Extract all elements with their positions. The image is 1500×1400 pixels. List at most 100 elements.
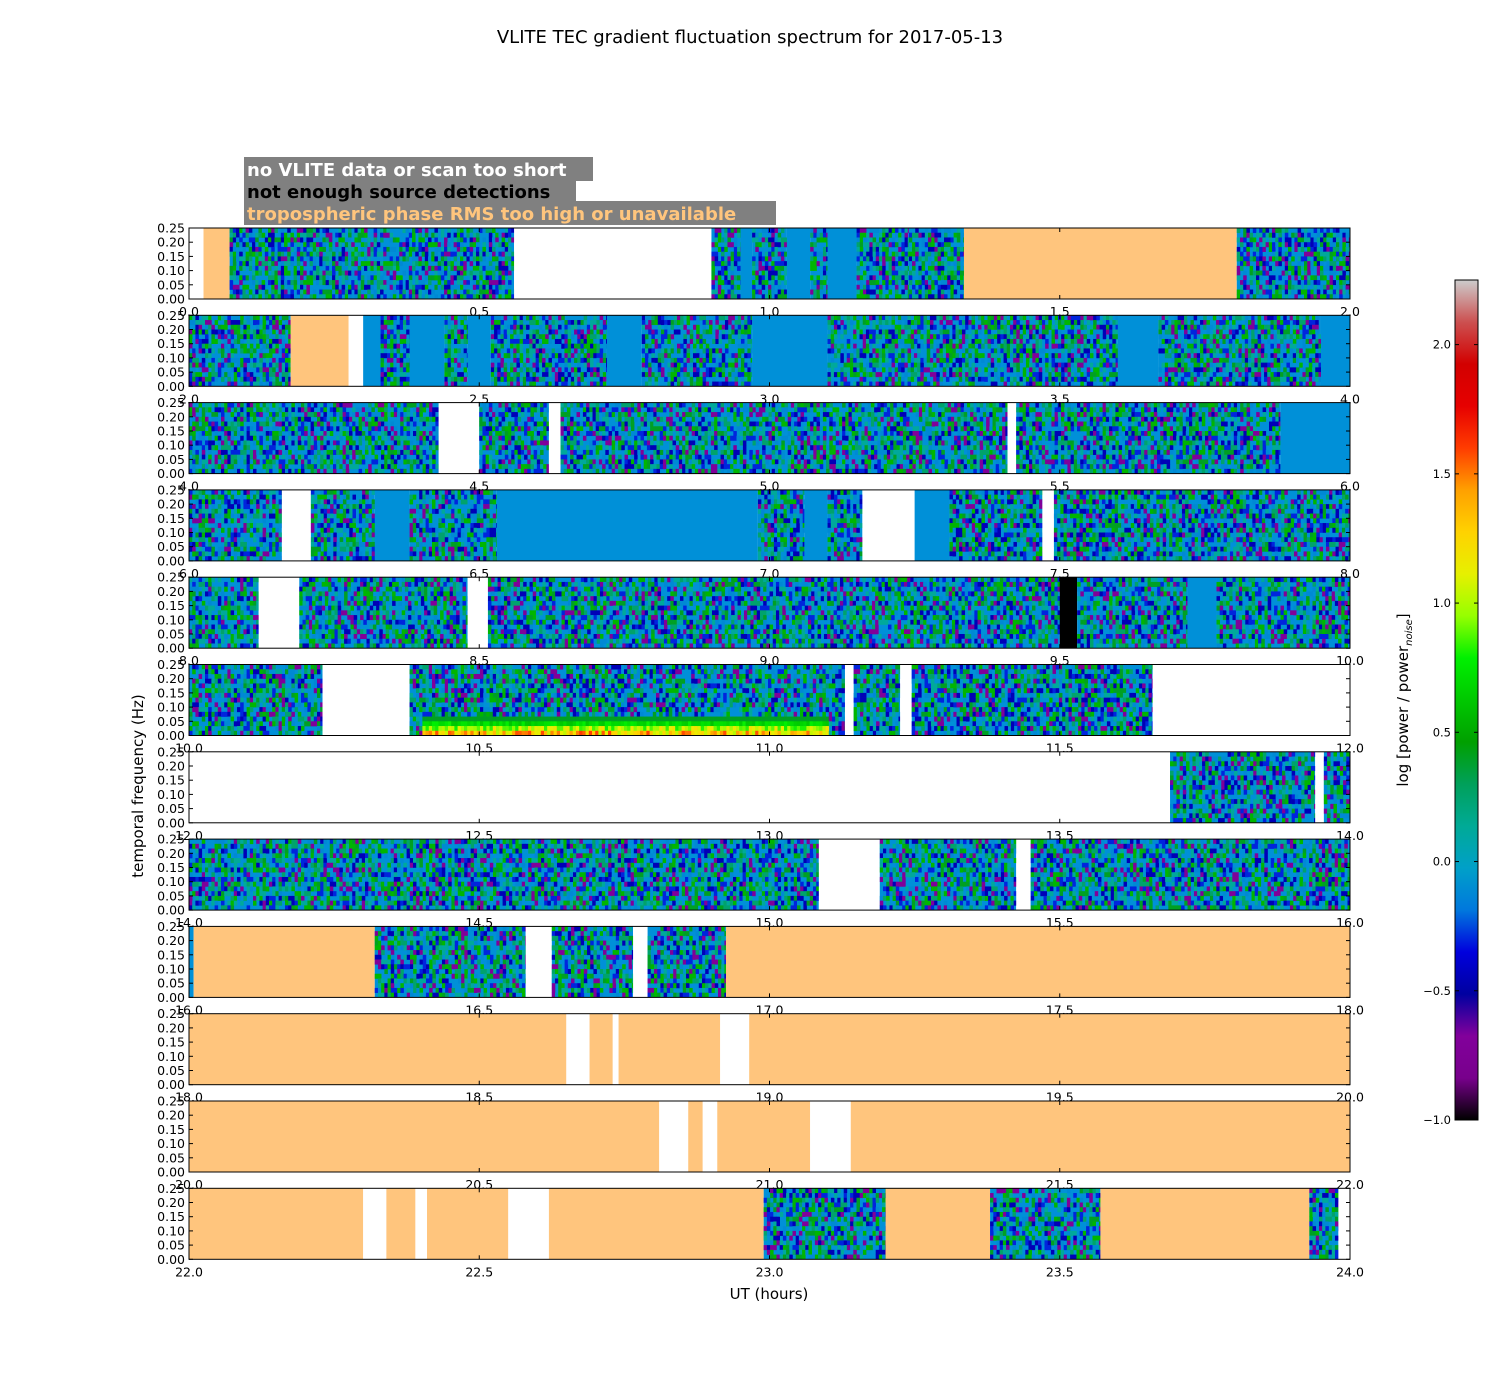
legend-box-nodata: [244, 157, 593, 181]
y-axis-label: temporal frequency (Hz): [129, 694, 147, 878]
y-tick-label: 0.20: [157, 497, 185, 512]
y-tick-label: 0.20: [157, 1108, 185, 1123]
spectrum-segment: [763, 1188, 886, 1260]
colorbar-label-close: ]: [1394, 613, 1412, 619]
tropo-band: [1100, 1188, 1310, 1260]
no-data-band: [548, 402, 561, 474]
y-tick-label: 0.05: [157, 1150, 185, 1165]
spectrum-segment: [949, 489, 1043, 561]
y-tick-label: 0.10: [157, 700, 185, 715]
no-data-band: [467, 577, 488, 649]
no-data-band: [1152, 664, 1350, 736]
spectrum-segment: [1170, 751, 1316, 823]
y-tick-label: 0.20: [157, 235, 185, 250]
flat-spectrum-band: [467, 315, 491, 387]
y-tick-label: 0.25: [157, 221, 185, 236]
spectrum-segment: [1323, 751, 1350, 823]
y-tick-label: 0.00: [157, 903, 185, 918]
y-tick-label: 0.10: [157, 1223, 185, 1238]
no-data-band: [818, 839, 880, 911]
y-tick-label: 0.10: [157, 874, 185, 889]
y-tick-label: 0.05: [157, 365, 185, 380]
spectrum-segment: [908, 228, 965, 299]
y-tick-label: 0.10: [157, 612, 185, 627]
y-tick-label: 0.15: [157, 511, 185, 526]
spectrum-segment: [189, 839, 820, 911]
tropo-band: [193, 926, 375, 998]
spectrum-segment: [444, 315, 468, 387]
panel-row: 0.000.050.100.150.200.252.0 2.5 3.0 3.5 4.0: [157, 308, 1360, 407]
spectrum-segment: [1016, 402, 1281, 474]
flat-spectrum-band: [1280, 402, 1350, 474]
y-tick-label: 0.15: [157, 1209, 185, 1224]
no-data-band: [415, 1188, 428, 1260]
spectrum-segment: [189, 402, 439, 474]
x-tick-label: 22.0: [175, 1264, 203, 1279]
no-data-band: [900, 664, 912, 736]
spectrum-segment: [810, 228, 828, 299]
colorbar-label-sub: noise: [1404, 619, 1415, 646]
y-tick-label: 0.20: [157, 1195, 185, 1210]
spectrum-segment: [757, 489, 805, 561]
flat-spectrum-band: [374, 489, 410, 561]
colorbar-label-main: log [power / power: [1394, 645, 1412, 787]
y-tick-label: 0.15: [157, 773, 185, 788]
spectrum-segment: [560, 402, 1008, 474]
tropo-band: [688, 1101, 703, 1172]
y-tick-label: 0.20: [157, 322, 185, 337]
spectrum-segment: [853, 664, 901, 736]
y-tick-label: 0.25: [157, 570, 185, 585]
spectrum-segment: [1030, 839, 1350, 911]
y-tick-label: 0.15: [157, 947, 185, 962]
spectrum-segment: [856, 228, 910, 299]
y-tick-label: 0.00: [157, 1077, 185, 1092]
y-tick-label: 0.10: [157, 962, 185, 977]
spectrum-segment: [827, 315, 1119, 387]
no-data-band: [189, 751, 1171, 823]
spectrum-segment: [911, 664, 1153, 736]
y-tick-label: 0.00: [157, 1252, 185, 1267]
spectrum-segment: [409, 489, 497, 561]
y-tick-label: 0.05: [157, 277, 185, 292]
colorbar-tick-label: 1.5: [1433, 467, 1451, 481]
flat-spectrum-band: [496, 489, 758, 561]
y-tick-label: 0.05: [157, 976, 185, 991]
no-data-band: [702, 1101, 718, 1172]
y-tick-label: 0.25: [157, 919, 185, 934]
y-tick-label: 0.00: [157, 641, 185, 656]
flat-spectrum-band: [1320, 315, 1350, 387]
spectrum-segment: [978, 839, 1017, 911]
no-data-band: [438, 402, 480, 474]
y-tick-label: 0.10: [157, 525, 185, 540]
spectrum-segment: [641, 315, 753, 387]
spectrum-segment: [380, 315, 410, 387]
y-tick-label: 0.15: [157, 685, 185, 700]
legend-nodata: no VLITE data or scan too short: [247, 160, 567, 181]
no-data-band: [633, 926, 648, 998]
panel-row: 0.000.050.100.150.200.254.0 4.5 5.0 5.5 6.0: [157, 395, 1360, 494]
panel-row: 0.000.050.100.150.200.256.0 6.5 7.0 7.5 8.0: [157, 482, 1360, 581]
tropo-band: [749, 1013, 1350, 1085]
tropo-band: [189, 1013, 567, 1085]
tropo-band: [386, 1188, 416, 1260]
spectrum-segment: [827, 489, 863, 561]
no-data-band: [566, 1013, 590, 1085]
y-tick-label: 0.20: [157, 933, 185, 948]
y-tick-label: 0.00: [157, 379, 185, 394]
tropo-band: [618, 1013, 721, 1085]
tropo-band: [963, 228, 1237, 299]
y-tick-label: 0.20: [157, 671, 185, 686]
x-tick-label: 24.0: [1336, 1264, 1364, 1279]
y-tick-label: 0.05: [157, 714, 185, 729]
spectrum-segment: [879, 839, 979, 911]
no-data-band: [281, 489, 311, 561]
spectrum-segment: [189, 664, 323, 736]
spectrum-segment: [1236, 228, 1350, 299]
panel-row: 0.000.050.100.150.200.258.0 8.5 9.0 9.5 10.0: [157, 570, 1364, 669]
y-tick-label: 0.25: [157, 744, 185, 759]
